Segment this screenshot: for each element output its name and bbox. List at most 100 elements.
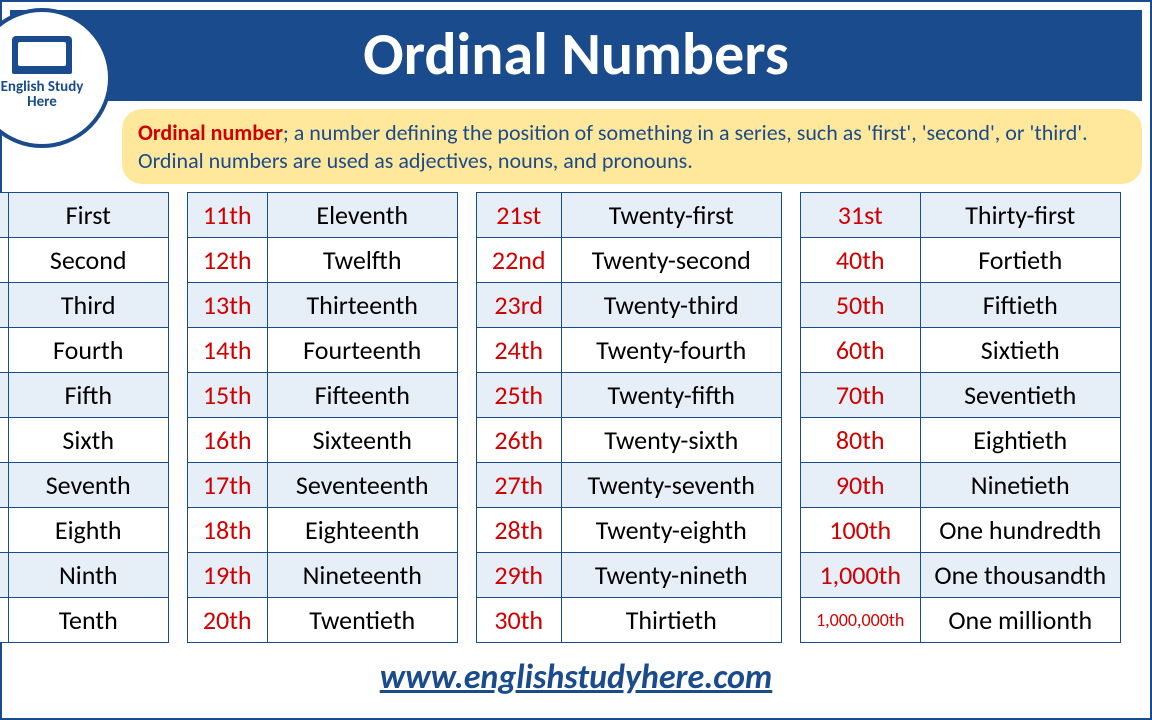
ordinal-abbr: 70th (800, 373, 920, 418)
ordinal-word: Fifteenth (267, 373, 457, 418)
ordinal-word: Twenty-nineth (561, 553, 781, 598)
table-row: 16thSixteenth (187, 418, 457, 463)
table-row: 12thTwelfth (187, 238, 457, 283)
table-row: 25thTwenty-fifth (476, 373, 781, 418)
ordinal-word: Twenty-seventh (561, 463, 781, 508)
ordinal-abbr: 23rd (476, 283, 561, 328)
ordinal-abbr: 4th (0, 328, 8, 373)
table-row: 17thSeventeenth (187, 463, 457, 508)
table-row: 70thSeventieth (800, 373, 1120, 418)
ordinal-abbr: 90th (800, 463, 920, 508)
table-row: 60thSixtieth (800, 328, 1120, 373)
ordinal-word: Twenty-fourth (561, 328, 781, 373)
table-row: 7thSeventh (0, 463, 168, 508)
ordinal-word: One millionth (920, 598, 1120, 643)
ordinal-abbr: 28th (476, 508, 561, 553)
ordinal-word: Twenty-first (561, 193, 781, 238)
table-row: 30thThirtieth (476, 598, 781, 643)
definition-term: Ordinal number (138, 119, 283, 146)
ordinal-abbr: 1,000,000th (800, 598, 920, 643)
ordinal-word: Eightieth (920, 418, 1120, 463)
ordinal-table-2: 11thEleventh12thTwelfth13thThirteenth14t… (187, 192, 458, 643)
ordinal-abbr: 30th (476, 598, 561, 643)
logo-text: English Study Here (1, 80, 84, 110)
ordinal-word: Twentieth (267, 598, 457, 643)
ordinal-abbr: 24th (476, 328, 561, 373)
table-row: 8thEighth (0, 508, 168, 553)
ordinal-abbr: 16th (187, 418, 267, 463)
ordinal-word: Fourteenth (267, 328, 457, 373)
ordinal-abbr: 29th (476, 553, 561, 598)
table-row: 11thEleventh (187, 193, 457, 238)
table-row: 40thFortieth (800, 238, 1120, 283)
ordinal-word: Twenty-third (561, 283, 781, 328)
ordinal-abbr: 7th (0, 463, 8, 508)
ordinal-abbr: 50th (800, 283, 920, 328)
ordinal-word: Twelfth (267, 238, 457, 283)
ordinal-word: Twenty-fifth (561, 373, 781, 418)
ordinal-word: Eleventh (267, 193, 457, 238)
table-row: 1,000,000thOne millionth (800, 598, 1120, 643)
ordinal-word: Seventieth (920, 373, 1120, 418)
ordinal-word: Tenth (8, 598, 168, 643)
page-title: Ordinal Numbers (10, 10, 1142, 101)
table-row: 24thTwenty-fourth (476, 328, 781, 373)
ordinal-word: Fourth (8, 328, 168, 373)
ordinal-abbr: 25th (476, 373, 561, 418)
ordinal-word: Fortieth (920, 238, 1120, 283)
ordinal-word: Fifth (8, 373, 168, 418)
table-row: 1stFirst (0, 193, 168, 238)
ordinal-word: Fiftieth (920, 283, 1120, 328)
ordinal-word: Thirty-first (920, 193, 1120, 238)
table-row: 27thTwenty-seventh (476, 463, 781, 508)
book-icon (12, 36, 72, 74)
ordinal-abbr: 80th (800, 418, 920, 463)
ordinal-word: Second (8, 238, 168, 283)
ordinal-word: Sixtieth (920, 328, 1120, 373)
ordinal-abbr: 20th (187, 598, 267, 643)
ordinal-abbr: 18th (187, 508, 267, 553)
ordinal-word: Sixth (8, 418, 168, 463)
table-row: 9thNinth (0, 553, 168, 598)
flag-icon (24, 46, 58, 64)
ordinal-abbr: 11th (187, 193, 267, 238)
ordinal-abbr: 6th (0, 418, 8, 463)
table-row: 20thTwentieth (187, 598, 457, 643)
ordinal-word: Thirtieth (561, 598, 781, 643)
table-row: 19thNineteenth (187, 553, 457, 598)
table-row: 23rdTwenty-third (476, 283, 781, 328)
ordinal-word: Thirteenth (267, 283, 457, 328)
table-row: 90thNinetieth (800, 463, 1120, 508)
ordinal-abbr: 22nd (476, 238, 561, 283)
table-row: 18thEighteenth (187, 508, 457, 553)
table-row: 13thThirteenth (187, 283, 457, 328)
ordinal-abbr: 21st (476, 193, 561, 238)
ordinal-word: Ninetieth (920, 463, 1120, 508)
ordinal-table-1: 1stFirst2ndSecond3rdThird4thFourth5thFif… (0, 192, 169, 643)
tables-container: 1stFirst2ndSecond3rdThird4thFourth5thFif… (0, 192, 1152, 643)
ordinal-abbr: 27th (476, 463, 561, 508)
ordinal-word: Seventeenth (267, 463, 457, 508)
ordinal-word: Twenty-eighth (561, 508, 781, 553)
ordinal-abbr: 10th (0, 598, 8, 643)
ordinal-abbr: 1,000th (800, 553, 920, 598)
table-row: 29thTwenty-nineth (476, 553, 781, 598)
definition-box: Ordinal number; a number defining the po… (122, 109, 1142, 184)
ordinal-table-4: 31stThirty-first40thFortieth50thFiftieth… (800, 192, 1121, 643)
table-row: 26thTwenty-sixth (476, 418, 781, 463)
ordinal-word: Eighteenth (267, 508, 457, 553)
ordinal-abbr: 31st (800, 193, 920, 238)
table-row: 28thTwenty-eighth (476, 508, 781, 553)
table-row: 6thSixth (0, 418, 168, 463)
table-row: 4thFourth (0, 328, 168, 373)
table-row: 10thTenth (0, 598, 168, 643)
ordinal-abbr: 13th (187, 283, 267, 328)
table-row: 3rdThird (0, 283, 168, 328)
ordinal-word: Sixteenth (267, 418, 457, 463)
table-row: 14thFourteenth (187, 328, 457, 373)
table-row: 50thFiftieth (800, 283, 1120, 328)
ordinal-abbr: 100th (800, 508, 920, 553)
table-row: 5thFifth (0, 373, 168, 418)
ordinal-word: Ninth (8, 553, 168, 598)
site-url: www.englishstudyhere.com (2, 657, 1150, 698)
